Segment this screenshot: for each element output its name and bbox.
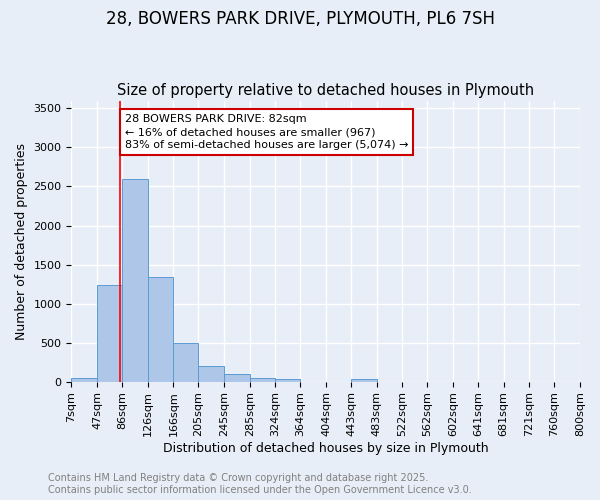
Title: Size of property relative to detached houses in Plymouth: Size of property relative to detached ho… <box>117 83 534 98</box>
Bar <box>351 380 377 382</box>
Bar <box>173 342 199 382</box>
Bar <box>275 379 301 382</box>
Bar <box>199 366 224 382</box>
Text: Contains HM Land Registry data © Crown copyright and database right 2025.
Contai: Contains HM Land Registry data © Crown c… <box>48 474 472 495</box>
Text: 28, BOWERS PARK DRIVE, PLYMOUTH, PL6 7SH: 28, BOWERS PARK DRIVE, PLYMOUTH, PL6 7SH <box>106 10 494 28</box>
Bar <box>71 378 97 382</box>
Bar <box>148 277 173 382</box>
Bar <box>250 378 275 382</box>
Y-axis label: Number of detached properties: Number of detached properties <box>15 142 28 340</box>
Bar <box>224 374 250 382</box>
Bar <box>97 285 122 382</box>
X-axis label: Distribution of detached houses by size in Plymouth: Distribution of detached houses by size … <box>163 442 488 455</box>
Bar <box>122 178 148 382</box>
Text: 28 BOWERS PARK DRIVE: 82sqm
← 16% of detached houses are smaller (967)
83% of se: 28 BOWERS PARK DRIVE: 82sqm ← 16% of det… <box>125 114 408 150</box>
